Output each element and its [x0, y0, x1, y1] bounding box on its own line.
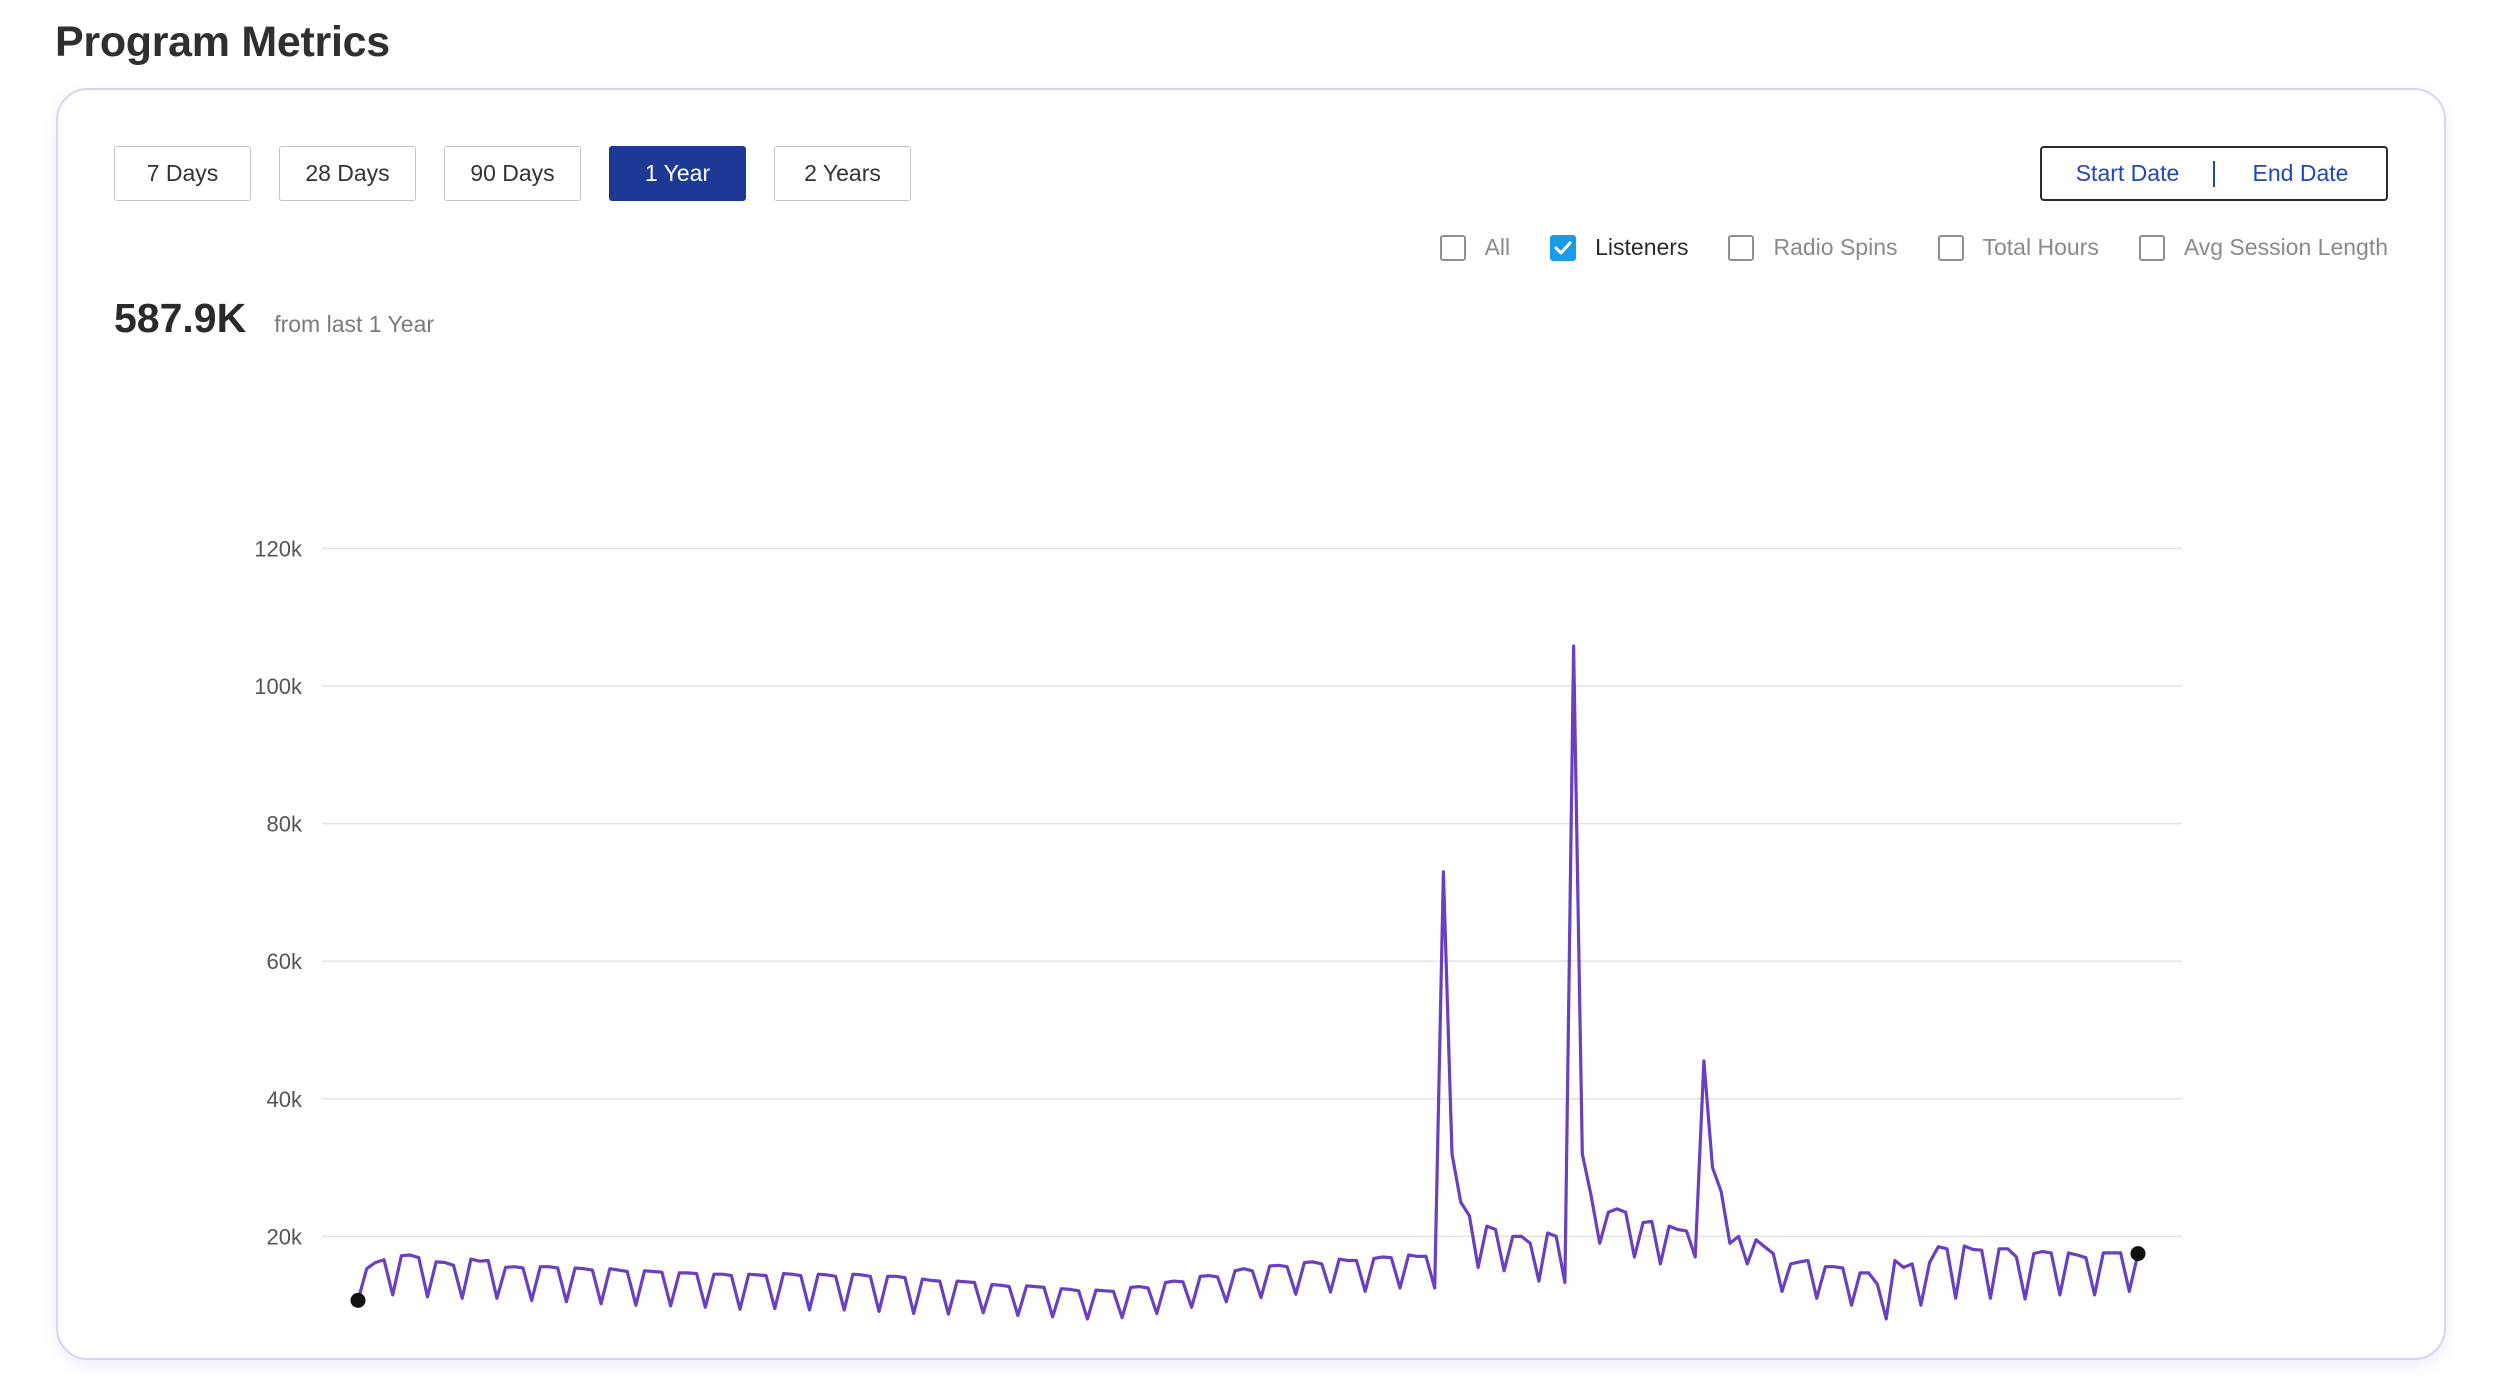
- metrics-card: 7 Days 28 Days 90 Days 1 Year 2 Years St…: [56, 88, 2446, 1360]
- page-title: Program Metrics: [55, 18, 390, 66]
- listeners-line-chart: 20k 40k 60k 80k 100k 120k: [254, 536, 2182, 1321]
- date-range-picker: Start Date End Date: [2040, 146, 2388, 201]
- filter-radio-spins[interactable]: Radio Spins: [1728, 234, 1898, 261]
- y-tick-label: 100k: [254, 674, 303, 699]
- y-axis-ticks: 20k 40k 60k 80k 100k 120k: [254, 536, 303, 1249]
- metric-filters: All Listeners Radio Spins Total Hours Av…: [1439, 234, 2388, 261]
- filter-radio-spins-checkbox[interactable]: [1728, 234, 1755, 261]
- metric-summary: 587.9K from last 1 Year: [114, 295, 434, 342]
- filter-listeners[interactable]: Listeners: [1550, 234, 1688, 261]
- filter-all-label: All: [1484, 234, 1511, 260]
- y-tick-label: 80k: [267, 812, 303, 837]
- filter-listeners-label: Listeners: [1595, 234, 1689, 260]
- series-end-point: [2130, 1246, 2146, 1262]
- filter-all-checkbox[interactable]: [1439, 234, 1466, 261]
- filter-total-hours-label: Total Hours: [1982, 234, 2099, 260]
- y-tick-label: 20k: [267, 1224, 303, 1249]
- range-button-28-days[interactable]: 28 Days: [279, 146, 416, 201]
- summary-value: 587.9K: [114, 295, 247, 341]
- summary-caption: from last 1 Year: [274, 311, 435, 337]
- range-button-7-days[interactable]: 7 Days: [114, 146, 251, 201]
- checkmark-icon: [1554, 241, 1572, 254]
- filter-avg-session-length[interactable]: Avg Session Length: [2138, 234, 2388, 261]
- range-button-group: 7 Days 28 Days 90 Days 1 Year 2 Years: [114, 146, 911, 201]
- y-tick-label: 60k: [267, 949, 303, 974]
- y-tick-label: 40k: [267, 1087, 303, 1112]
- chart-grid: [322, 547, 2182, 1238]
- y-tick-label: 120k: [254, 536, 303, 561]
- filter-total-hours-checkbox[interactable]: [1937, 234, 1964, 261]
- date-separator: [2213, 160, 2215, 187]
- start-date-field[interactable]: Start Date: [2075, 160, 2180, 186]
- range-button-1-year[interactable]: 1 Year: [609, 146, 746, 201]
- series-endpoints: [350, 1246, 2146, 1308]
- series-start-point: [350, 1292, 366, 1308]
- filter-radio-spins-label: Radio Spins: [1773, 234, 1898, 260]
- filter-avg-session-length-checkbox[interactable]: [2138, 234, 2165, 261]
- filter-avg-session-length-label: Avg Session Length: [2183, 234, 2388, 260]
- range-button-90-days[interactable]: 90 Days: [444, 146, 581, 201]
- filter-all[interactable]: All: [1439, 234, 1511, 261]
- end-date-field[interactable]: End Date: [2252, 160, 2349, 186]
- range-button-2-years[interactable]: 2 Years: [774, 146, 911, 201]
- filter-total-hours[interactable]: Total Hours: [1937, 234, 2099, 261]
- filter-listeners-checkbox[interactable]: [1550, 234, 1577, 261]
- listeners-series-line: [356, 644, 2140, 1321]
